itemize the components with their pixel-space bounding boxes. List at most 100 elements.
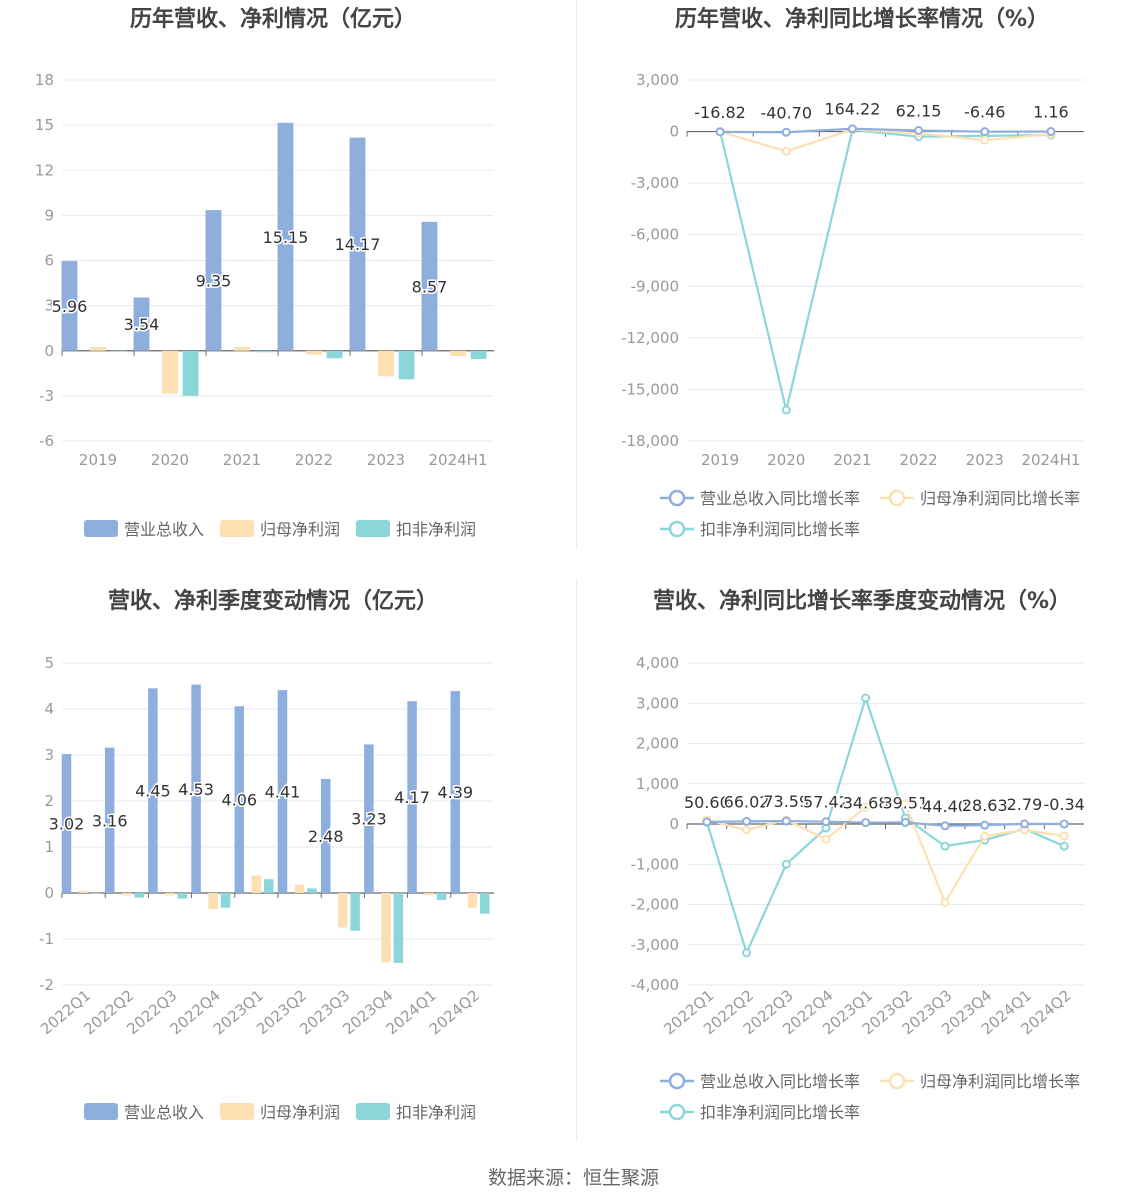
data-point — [861, 693, 871, 703]
divider-top — [576, 0, 577, 548]
bar-deducted-profit — [436, 893, 447, 900]
data-label: 8.57 — [412, 277, 448, 296]
bar-deducted-profit — [110, 350, 127, 352]
legend-swatch — [356, 1103, 390, 1120]
x-tick-label: 2019 — [701, 451, 739, 469]
bar-parent-profit — [294, 884, 305, 893]
bar-revenue — [205, 210, 222, 351]
data-point — [980, 820, 990, 830]
legend-swatch — [220, 1103, 254, 1120]
legend-label: 营业总收入 — [124, 1103, 204, 1122]
y-tick-label: 1 — [44, 838, 54, 856]
data-label: 4.53 — [178, 780, 214, 799]
data-point — [861, 818, 871, 828]
y-tick-label: -4,000 — [631, 976, 679, 994]
legend-label: 营业总收入 — [124, 520, 204, 539]
chart-title: 历年营收、净利情况（亿元） — [130, 6, 416, 32]
legend-marker — [668, 1072, 686, 1090]
y-tick-label: -15,000 — [621, 380, 679, 398]
data-label: 14.17 — [335, 235, 381, 254]
bar-deducted-profit — [254, 350, 271, 353]
y-tick-label: 5 — [44, 654, 54, 672]
bar-revenue — [364, 744, 374, 893]
data-label: -40.70 — [760, 103, 812, 122]
data-point — [702, 817, 712, 827]
y-tick-label: 3,000 — [636, 694, 679, 712]
y-tick-label: 3 — [44, 746, 54, 764]
data-point — [781, 146, 791, 156]
x-tick-label: 2022 — [899, 451, 937, 469]
y-tick-label: -9,000 — [631, 277, 679, 295]
y-tick-label: 15 — [35, 116, 54, 134]
legend-label: 扣非净利润 — [396, 1103, 476, 1122]
legend-label: 扣非净利润同比增长率 — [700, 1103, 860, 1122]
bar-deducted-profit — [307, 888, 317, 893]
y-tick-label: 3,000 — [636, 71, 679, 89]
line-deducted-profit-growth — [719, 128, 1051, 411]
chart-title: 营收、净利同比增长率季度变动情况（%） — [653, 588, 1071, 614]
data-point — [715, 127, 725, 137]
bar-parent-profit — [122, 893, 132, 896]
data-label: 2.79 — [1007, 795, 1043, 814]
y-tick-label: 4,000 — [636, 654, 679, 672]
line-parent-profit-growth — [706, 802, 1065, 905]
bar-deducted-profit — [220, 893, 231, 908]
data-point — [1019, 819, 1029, 829]
data-point — [980, 831, 990, 841]
data-point — [781, 859, 791, 869]
bar-parent-profit — [78, 890, 89, 893]
bar-revenue — [421, 221, 438, 351]
data-label: 15.15 — [263, 228, 309, 247]
data-label: -16.82 — [694, 103, 746, 122]
data-point — [980, 135, 990, 145]
bar-deducted-profit — [480, 893, 490, 914]
x-tick-label: 2020 — [767, 451, 805, 469]
bar-parent-profit — [467, 893, 478, 908]
data-point — [847, 124, 857, 134]
y-tick-label: 1,000 — [636, 775, 679, 793]
data-label: 57.42 — [803, 793, 849, 812]
x-tick-label: 2024H1 — [429, 451, 488, 469]
bar-deducted-profit — [326, 350, 343, 359]
bar-parent-profit — [208, 893, 218, 910]
y-tick-label: 12 — [35, 161, 54, 179]
bar-deducted-profit — [91, 893, 101, 894]
data-label: 4.06 — [221, 791, 257, 810]
bar-parent-profit — [338, 893, 348, 928]
bar-parent-profit — [306, 350, 322, 355]
legend-label: 归母净利润同比增长率 — [920, 489, 1080, 508]
bar-revenue — [133, 297, 150, 351]
bar-revenue — [277, 690, 288, 893]
bar-parent-profit — [424, 893, 434, 896]
data-point — [900, 799, 910, 809]
y-tick-label: -6,000 — [631, 226, 679, 244]
bar-parent-profit — [450, 350, 466, 357]
panel-quarterly-growth: 营收、净利同比增长率季度变动情况（%） 4,000 3,000 2,000 1,000 0… — [577, 582, 1147, 1142]
data-point — [914, 126, 924, 136]
legend-marker — [668, 1103, 686, 1121]
y-tick-label: 6 — [44, 252, 54, 270]
x-tick-label: 2021 — [833, 451, 871, 469]
legend-swatch — [84, 520, 118, 537]
data-label: 3.02 — [49, 815, 85, 834]
y-tick-label: 3 — [44, 297, 54, 315]
data-label: 4.45 — [135, 782, 171, 801]
legend-label: 归母净利润 — [260, 1103, 340, 1122]
line-revenue-growth — [720, 127, 1051, 134]
y-tick-label: 18 — [35, 71, 54, 89]
legend-label: 归母净利润同比增长率 — [920, 1072, 1080, 1091]
bar-deducted-profit — [350, 893, 360, 931]
legend-marker — [888, 489, 906, 507]
legend-label: 扣非净利润同比增长率 — [700, 520, 860, 539]
data-label: 62.15 — [896, 102, 942, 121]
y-tick-label: -1 — [39, 930, 54, 948]
panel-quarterly-amounts: 营收、净利季度变动情况（亿元） 5 4 3 2 1 0 -1 -2 2022Q1 2022Q2 202… — [0, 582, 576, 1142]
data-label: 2.48 — [308, 827, 344, 846]
y-tick-label: -2,000 — [631, 896, 679, 914]
data-label: 9.35 — [196, 271, 232, 290]
bar-revenue — [450, 691, 461, 893]
bar-revenue — [407, 701, 417, 893]
bar-revenue — [61, 754, 72, 893]
bar-parent-profit — [165, 893, 175, 896]
y-tick-label: -12,000 — [621, 329, 679, 347]
